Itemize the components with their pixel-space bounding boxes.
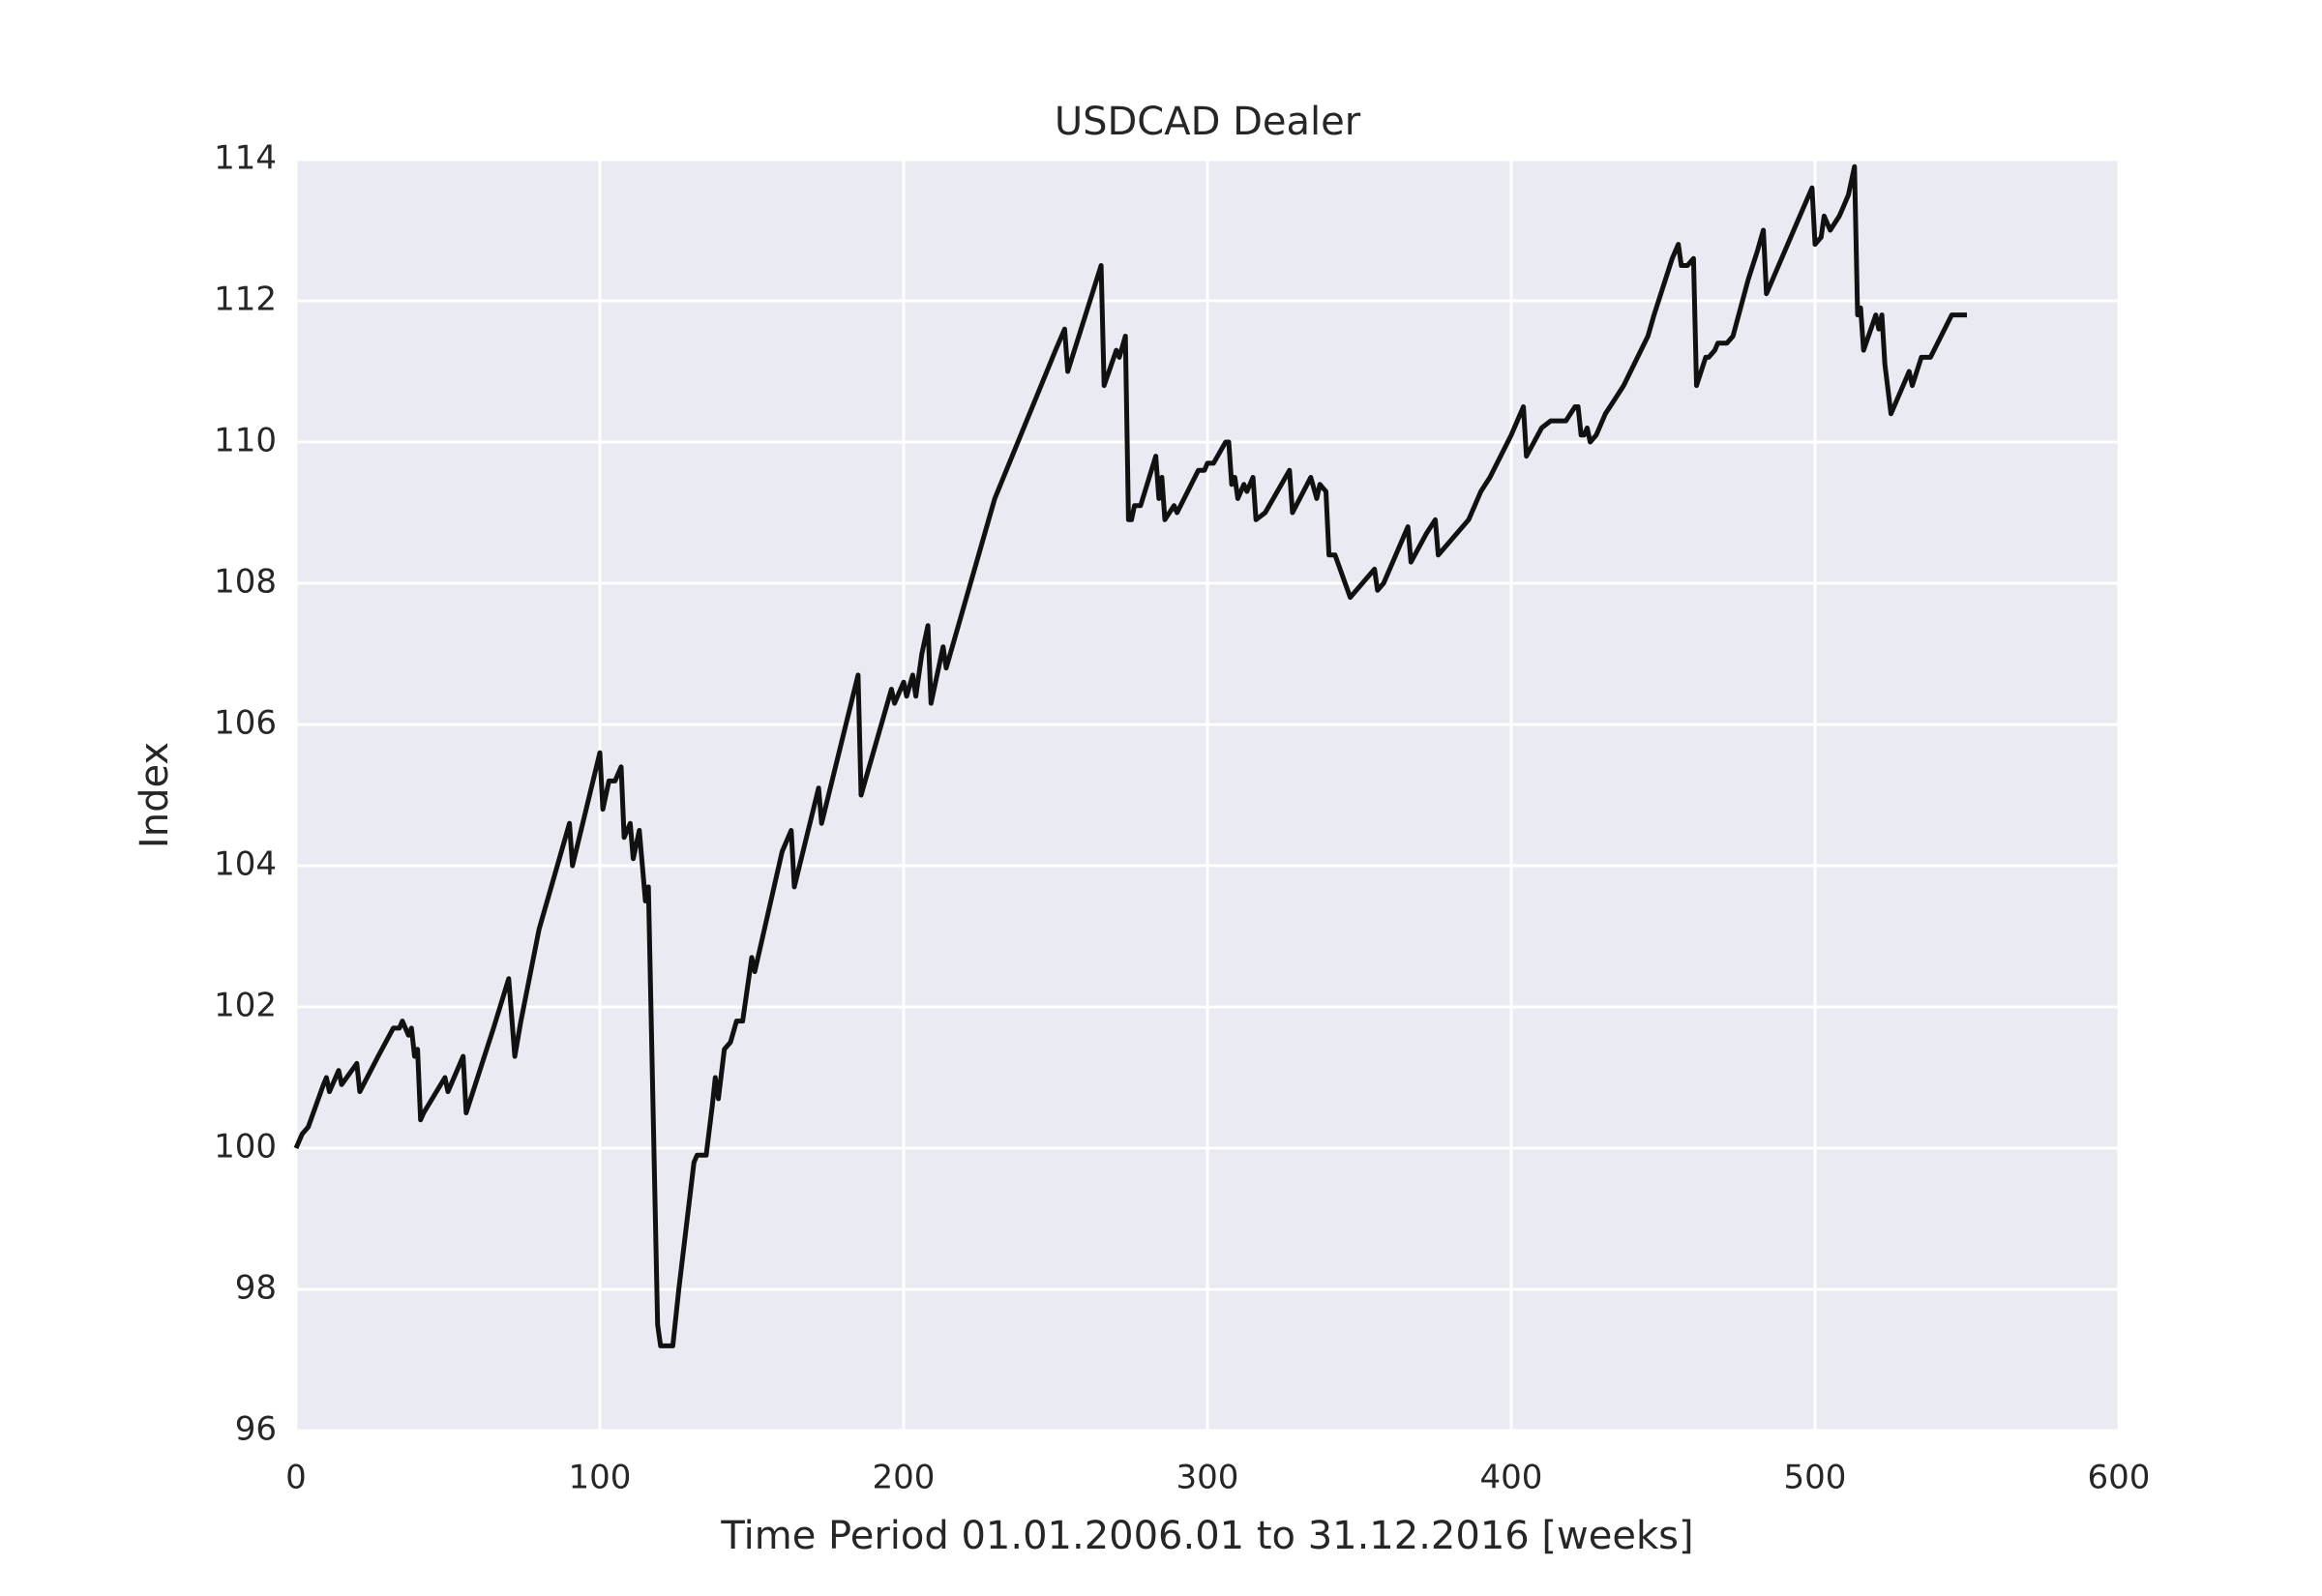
y-tick-label: 106 — [214, 704, 277, 743]
x-tick-label: 0 — [285, 1459, 307, 1497]
x-tick-label: 300 — [1176, 1459, 1239, 1497]
y-tick-label: 102 — [214, 987, 277, 1025]
x-tick-label: 600 — [2088, 1459, 2151, 1497]
y-tick-label: 112 — [214, 281, 277, 319]
x-tick-label: 400 — [1480, 1459, 1543, 1497]
x-axis-label: Time Period 01.01.2006.01 to 31.12.2016 … — [720, 1514, 1693, 1558]
y-tick-label: 96 — [235, 1410, 277, 1449]
x-tick-label: 100 — [569, 1459, 632, 1497]
y-axis-label: Index — [133, 742, 177, 848]
y-tick-label: 108 — [214, 563, 277, 602]
y-tick-label: 104 — [214, 845, 277, 884]
y-tick-label: 114 — [214, 139, 277, 178]
data-line — [293, 163, 1967, 1348]
y-tick-label: 98 — [235, 1269, 277, 1308]
x-tick-label: 200 — [873, 1459, 936, 1497]
y-tick-label: 110 — [214, 422, 277, 460]
y-tick-label: 100 — [214, 1128, 277, 1167]
chart-title: USDCAD Dealer — [1055, 100, 1361, 144]
x-tick-label: 500 — [1784, 1459, 1847, 1497]
